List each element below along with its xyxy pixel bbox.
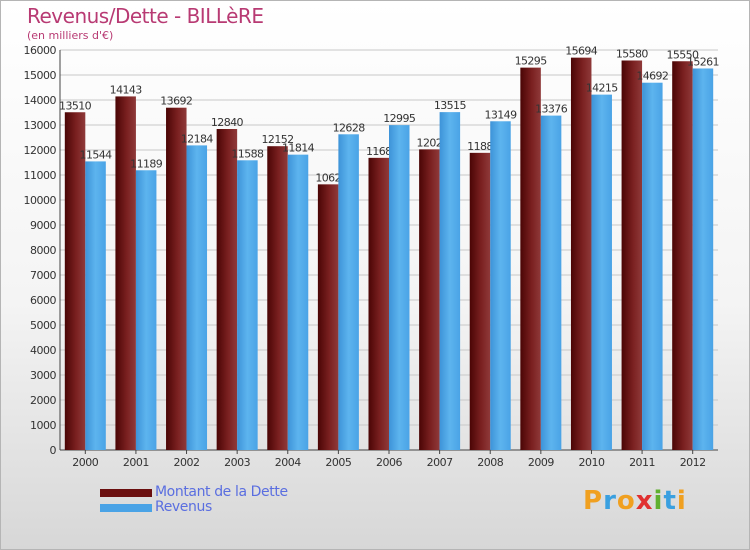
y-tick-label: 4000	[30, 344, 56, 357]
data-label-revenue: 11189	[130, 157, 163, 170]
legend-label-revenue: Revenus	[155, 499, 212, 515]
data-label-revenue: 13149	[484, 108, 517, 121]
y-tick-label: 15000	[24, 69, 57, 82]
x-tick-label: 2006	[376, 456, 402, 469]
bar-debt	[520, 67, 541, 450]
bar-revenue	[642, 82, 663, 450]
logo-letter: P	[583, 486, 604, 516]
data-label-revenue: 12995	[383, 112, 416, 125]
y-tick-label: 0	[50, 444, 57, 457]
data-label-debt: 12840	[211, 116, 244, 129]
chart-title: Revenus/Dette - BILLèRE	[27, 4, 264, 28]
bar-debt	[368, 157, 389, 450]
x-tick-label: 2002	[174, 456, 200, 469]
y-tick-label: 12000	[24, 144, 57, 157]
y-tick-label: 6000	[30, 294, 56, 307]
data-label-revenue: 11588	[231, 147, 264, 160]
bar-revenue	[338, 134, 359, 451]
y-tick-label: 2000	[30, 394, 56, 407]
y-tick-label: 13000	[24, 119, 57, 132]
y-tick-label: 7000	[30, 269, 56, 282]
legend-label-debt: Montant de la Dette	[155, 484, 288, 500]
bar-revenue	[186, 145, 208, 450]
bar-debt	[672, 61, 693, 450]
x-tick-label: 2003	[224, 456, 250, 469]
bar-debt	[469, 152, 491, 450]
data-label-revenue: 13515	[434, 99, 467, 112]
logo-letter: r	[603, 486, 617, 516]
data-label-debt: 15295	[515, 55, 548, 68]
proxiti-logo: Proxiti	[583, 486, 687, 516]
data-label-revenue: 14215	[586, 82, 619, 95]
data-label-debt: 1202	[417, 136, 443, 149]
x-tick-label: 2000	[72, 456, 98, 469]
y-tick-label: 5000	[30, 319, 56, 332]
data-label-debt: 14143	[110, 83, 143, 96]
bar-revenue	[490, 121, 511, 451]
y-tick-label: 11000	[24, 169, 57, 182]
bar-debt	[621, 60, 643, 450]
logo-letter: o	[616, 486, 636, 516]
x-tick-label: 2009	[528, 456, 554, 469]
logo-letter: i	[653, 486, 664, 516]
x-tick-label: 2007	[427, 456, 453, 469]
data-label-revenue: 15261	[687, 55, 719, 68]
y-tick-label: 10000	[24, 194, 57, 207]
x-tick-label: 2012	[680, 456, 706, 469]
x-tick-label: 2005	[325, 456, 351, 469]
bar-debt	[570, 57, 592, 451]
y-tick-label: 3000	[30, 369, 56, 382]
logo-letter: x	[635, 486, 654, 516]
data-label-revenue: 12628	[333, 121, 366, 134]
legend-swatch-debt	[100, 489, 152, 497]
logo-letter: i	[676, 486, 687, 516]
data-label-debt: 15550	[666, 48, 699, 61]
y-tick-label: 16000	[24, 44, 57, 57]
bar-revenue	[692, 68, 714, 450]
bar-debt	[64, 112, 86, 450]
data-label-revenue: 11544	[80, 148, 113, 161]
y-tick-label: 1000	[30, 419, 56, 432]
x-tick-label: 2011	[629, 456, 655, 469]
bar-revenue	[135, 170, 157, 450]
bar-revenue	[439, 112, 461, 450]
y-tick-label: 14000	[24, 94, 57, 107]
data-label-debt: 1062	[315, 171, 341, 184]
data-label-debt: 13510	[59, 99, 92, 112]
bar-revenue	[287, 154, 309, 450]
data-label-debt: 12152	[262, 133, 294, 146]
bar-revenue	[389, 125, 410, 450]
y-tick-label: 9000	[30, 219, 56, 232]
y-tick-label: 8000	[30, 244, 56, 257]
bar-debt	[419, 149, 440, 450]
data-label-debt: 13692	[160, 95, 192, 108]
bar-revenue	[237, 160, 258, 451]
bar-revenue	[540, 115, 562, 450]
bar-debt	[317, 184, 339, 450]
bar-debt	[166, 107, 187, 450]
data-label-revenue: 11814	[282, 142, 315, 155]
logo-letter: t	[663, 486, 677, 516]
data-label-debt: 15580	[616, 48, 649, 61]
data-label-revenue: 12184	[181, 132, 214, 145]
data-label-revenue: 13376	[535, 103, 568, 116]
bar-revenue	[85, 161, 106, 450]
x-tick-label: 2008	[477, 456, 503, 469]
x-tick-label: 2001	[123, 456, 149, 469]
x-tick-label: 2010	[578, 456, 604, 469]
data-label-debt: 1168	[366, 145, 392, 158]
bar-debt	[267, 146, 288, 450]
bar-debt	[115, 96, 136, 451]
data-label-debt: 15694	[565, 45, 598, 58]
legend-swatch-revenue	[100, 504, 152, 512]
chart-subtitle: (en milliers d'€)	[27, 29, 114, 42]
x-tick-label: 2004	[275, 456, 301, 469]
data-label-debt: 1188	[467, 140, 493, 153]
data-label-revenue: 14692	[636, 70, 668, 83]
bar-revenue	[591, 94, 612, 450]
bar-debt	[216, 129, 238, 450]
plot-area: 0 1000 2000 3000 4000 5000 6000 7000 8000 9000 100…	[24, 44, 720, 469]
